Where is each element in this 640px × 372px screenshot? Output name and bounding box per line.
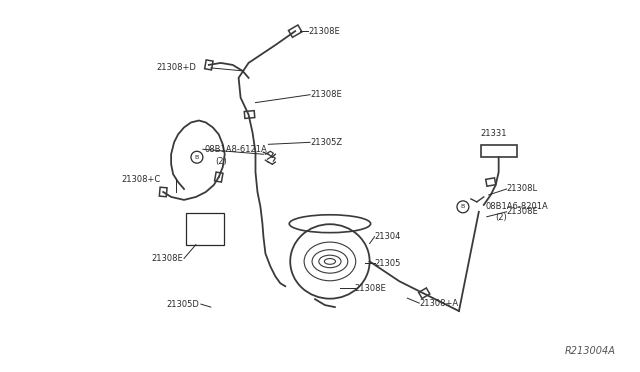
Text: 21308E: 21308E: [310, 90, 342, 99]
Bar: [159, 187, 167, 197]
Text: 21308+C: 21308+C: [122, 174, 161, 183]
Text: 21308E: 21308E: [151, 254, 183, 263]
Bar: [419, 288, 430, 298]
Text: (2): (2): [215, 157, 227, 166]
Text: 21308E: 21308E: [355, 284, 387, 293]
Text: B: B: [195, 155, 199, 160]
Text: 21308E: 21308E: [507, 207, 538, 216]
Text: 21305Z: 21305Z: [310, 138, 342, 147]
Text: 21304: 21304: [374, 232, 401, 241]
Bar: [244, 110, 255, 118]
Bar: [289, 25, 302, 37]
Bar: [486, 178, 496, 186]
Bar: [205, 60, 213, 70]
Text: 21305D: 21305D: [166, 299, 199, 309]
Text: R213004A: R213004A: [565, 346, 616, 356]
Text: 21308+D: 21308+D: [156, 63, 196, 73]
Bar: [186, 213, 224, 244]
Text: 21331: 21331: [481, 129, 508, 138]
Text: 08B1A6-8201A: 08B1A6-8201A: [486, 202, 548, 211]
Text: (2): (2): [495, 213, 508, 222]
Text: 21308+A: 21308+A: [419, 299, 458, 308]
Text: 08B1A8-6121A: 08B1A8-6121A: [205, 145, 268, 154]
Text: B: B: [461, 204, 465, 209]
Text: 21305: 21305: [374, 259, 401, 268]
Text: 21308E: 21308E: [308, 27, 340, 36]
Bar: [214, 172, 223, 182]
Text: 21308L: 21308L: [507, 185, 538, 193]
Bar: [481, 145, 516, 157]
